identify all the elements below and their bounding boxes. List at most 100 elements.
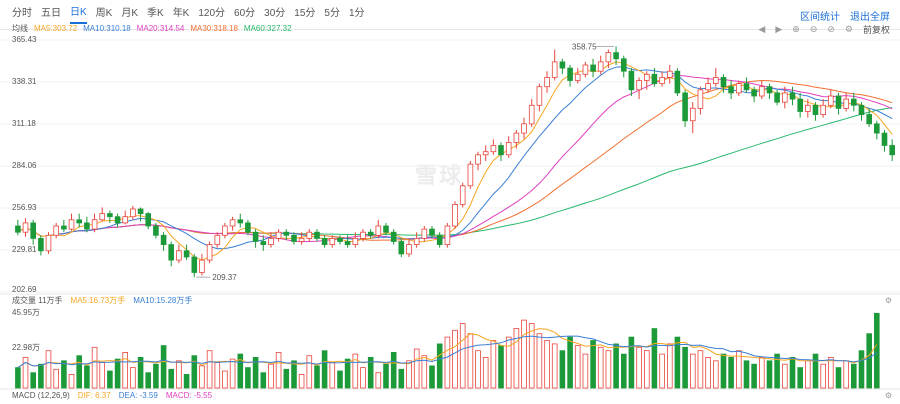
volume-bar <box>436 343 443 389</box>
candle-body <box>866 114 872 125</box>
exit-fullscreen-link[interactable]: 退出全屏 <box>850 12 890 23</box>
volume-bar <box>45 350 52 389</box>
tab-five-day[interactable]: 五日 <box>41 7 61 19</box>
price-label-1: 365.43 <box>12 35 37 44</box>
price-label-4: 284.06 <box>12 161 37 170</box>
watermark-logo: 雪球 <box>415 163 464 188</box>
tab-yearly-k[interactable]: 年K <box>172 7 190 19</box>
volume-title: 成交量 11万手 <box>12 296 63 305</box>
zoom-in-icon[interactable]: ⊕ <box>792 24 800 34</box>
candle-body <box>482 151 489 156</box>
ma-legend-title: 均线 <box>12 24 28 33</box>
tab-timeshare[interactable]: 分时 <box>12 7 32 19</box>
volume-bar <box>544 340 550 389</box>
left-arrow-icon[interactable]: ◀ <box>758 24 766 34</box>
volume-bar <box>337 370 343 389</box>
reset-icon[interactable]: ⊘ <box>827 24 835 34</box>
volume-bar <box>490 340 497 389</box>
volume-bar <box>659 353 665 389</box>
volume-bar <box>30 372 36 389</box>
candle-body <box>329 237 336 245</box>
volume-axis-mid: 22.98万 <box>12 343 41 352</box>
candle-body <box>383 225 389 233</box>
candle-body <box>321 237 328 245</box>
candle-body <box>851 98 857 106</box>
candle-body <box>812 104 819 116</box>
tab-60min[interactable]: 60分 <box>234 7 256 19</box>
volume-bar <box>597 346 604 389</box>
candle-body <box>559 61 566 69</box>
tab-15min[interactable]: 15分 <box>294 7 316 19</box>
price-label-5: 256.93 <box>12 203 37 212</box>
candle-body <box>168 244 175 261</box>
volume-bar <box>390 351 397 389</box>
volume-bar <box>835 367 842 389</box>
candle-body <box>881 132 888 146</box>
candle-body <box>467 163 474 187</box>
tab-30min[interactable]: 30分 <box>264 7 286 19</box>
candle-body <box>452 203 458 227</box>
candle-body <box>697 89 704 109</box>
volume-bar <box>413 348 420 389</box>
volume-bar <box>107 370 113 389</box>
volume-bar <box>130 367 136 389</box>
volume-bar <box>521 319 527 389</box>
volume-bar <box>613 343 619 389</box>
candle-body <box>183 250 190 258</box>
candle-body <box>137 208 144 214</box>
tab-monthly-k[interactable]: 月K <box>121 7 139 19</box>
macd-settings-icon[interactable]: ⚙ <box>884 391 892 400</box>
candle-body <box>574 73 581 81</box>
volume-bar <box>214 362 221 389</box>
candle-body <box>84 222 90 230</box>
volume-bar <box>283 368 290 389</box>
adjust-select[interactable]: 前复权 <box>862 25 890 35</box>
volume-legend: 成交量 11万手 MA5:16.73万手 MA10:15.28万手 <box>12 296 192 306</box>
tab-1min[interactable]: 1分 <box>348 7 365 19</box>
volume-bar <box>513 328 520 389</box>
candle-body <box>636 80 642 91</box>
volume-bar <box>459 323 466 389</box>
volume-bar <box>774 353 780 389</box>
high-price-label: 358.75 <box>572 42 597 51</box>
candle-body <box>99 213 106 221</box>
volume-bar <box>191 355 198 389</box>
candle-body <box>375 225 382 236</box>
settings-icon[interactable]: ⚙ <box>844 24 853 34</box>
volume-bar <box>306 355 313 389</box>
candle-body <box>444 225 451 246</box>
tab-weekly-k[interactable]: 周K <box>95 7 113 19</box>
volume-bar <box>245 367 251 389</box>
macd-dea: DEA: -3.59 <box>118 391 158 400</box>
candle-body <box>436 234 443 246</box>
volume-bar <box>145 372 152 389</box>
volume-settings-icon[interactable]: ⚙ <box>884 296 892 305</box>
candle-body <box>659 77 665 85</box>
tab-5min[interactable]: 5分 <box>324 7 340 19</box>
candle-body <box>107 213 113 218</box>
ma60-label: MA60:327.32 <box>243 24 292 33</box>
candle-body <box>628 70 635 91</box>
zoom-out-icon[interactable]: ⊖ <box>809 24 818 34</box>
tab-120min[interactable]: 120分 <box>198 7 226 19</box>
ma30-label: MA30:318.18 <box>190 24 238 33</box>
candle-body <box>682 92 688 122</box>
candle-body <box>45 234 52 252</box>
volume-bar <box>452 329 458 389</box>
candle-body <box>513 132 520 143</box>
interval-stats-link[interactable]: 区间统计 <box>800 12 840 23</box>
ma-legend: 均线 MA5:303.72 MA10:310.18 MA20:314.54 MA… <box>12 24 292 34</box>
volume-bar <box>812 353 819 389</box>
volume-bar <box>843 360 849 389</box>
tab-daily-k[interactable]: 日K <box>70 6 87 24</box>
candle-body <box>774 92 780 103</box>
low-price-label: 209.37 <box>212 273 237 282</box>
tab-quarterly-k[interactable]: 季K <box>147 7 164 19</box>
volume-bar <box>828 356 834 389</box>
candle-body <box>306 231 313 239</box>
candle-body <box>406 244 412 255</box>
right-arrow-icon[interactable]: ▶ <box>775 24 783 34</box>
candle-body <box>413 237 420 245</box>
volume-bar <box>367 356 374 389</box>
